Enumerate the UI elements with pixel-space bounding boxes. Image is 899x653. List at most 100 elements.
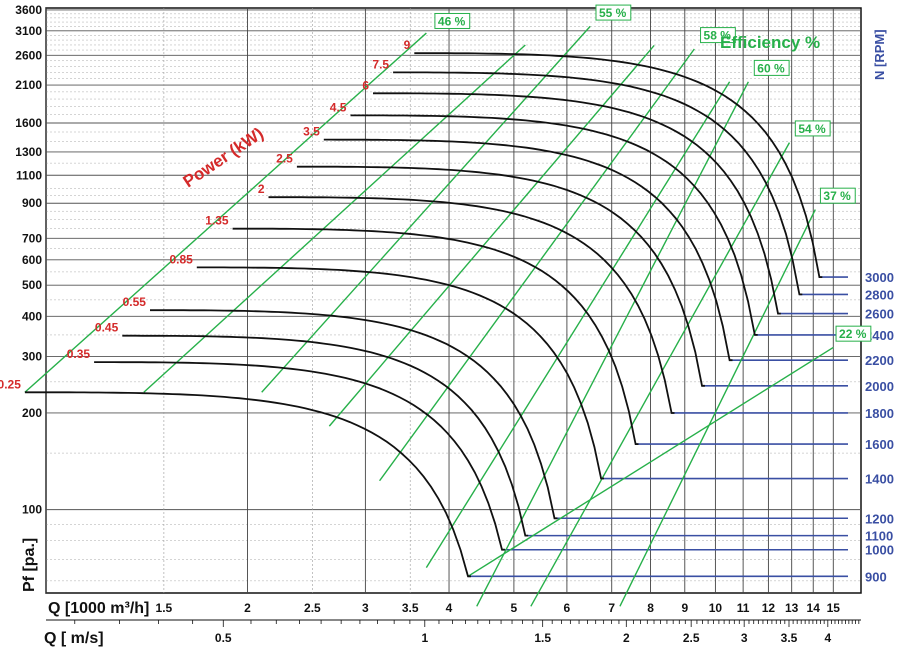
rpm-label: 900: [865, 569, 887, 584]
fan-curve: [393, 71, 803, 296]
x-tick-label: 6: [564, 601, 571, 615]
x-tick-label: 11: [737, 601, 750, 615]
efficiency-lines: [24, 25, 834, 607]
x-tick-label: 1.5: [156, 601, 173, 615]
x-tick-label: 3.5: [402, 601, 419, 615]
x2-tick-label: 3.5: [781, 631, 798, 645]
rpm-label: 1100: [865, 529, 893, 544]
fan-curve: [414, 52, 823, 279]
y-tick-label: 300: [22, 349, 42, 363]
x-tick-label: 8: [647, 601, 654, 615]
efficiency-line: [24, 32, 427, 393]
fan-curve: [350, 114, 758, 336]
rpm-label: 1400: [865, 472, 894, 487]
efficiency-line: [619, 209, 816, 607]
rpm-label: 1600: [865, 437, 894, 452]
y-tick-label: 3100: [15, 24, 42, 38]
power-label: 6: [362, 78, 369, 92]
efficiency-label-box: [753, 59, 790, 76]
power-label: 0.85: [169, 252, 193, 266]
x2-axis-title: Q [ m/s]: [44, 630, 104, 647]
efficiency-label-box: [794, 120, 831, 137]
power-label: 3.5: [303, 125, 320, 139]
chart-labels: 46 % 55 % 58 % 60 % 54 % 37 % 22 % 0.25 0.35 0.45…: [0, 4, 872, 391]
power-label: 0.55: [123, 295, 147, 309]
rpm-label: 1000: [865, 543, 894, 558]
rpm-lines: 9001000110012001400160018002000220024002…: [468, 270, 894, 584]
x2-tick-label: 1.5: [534, 631, 551, 645]
x-tick-label: 2.5: [304, 601, 321, 615]
fan-curve: [373, 92, 781, 315]
efficiency-line: [530, 142, 791, 607]
x-tick-label: 15: [827, 601, 841, 615]
power-label: 4.5: [330, 100, 347, 114]
fan-curve: [24, 391, 471, 578]
efficiency-line: [328, 45, 655, 427]
fan-curve: [323, 138, 733, 362]
efficiency-label: 54 %: [798, 122, 826, 136]
fan-curve: [122, 334, 529, 537]
power-label: 0.45: [95, 321, 119, 335]
fan-curve: [296, 165, 705, 387]
y-axis-title: Pf [pa.]: [21, 538, 38, 592]
rpm-label: 1200: [865, 511, 894, 526]
efficiency-label-box: [819, 187, 856, 204]
y-tick-label: 1300: [15, 145, 42, 159]
efficiency-label: 55 %: [599, 6, 627, 20]
power-label: 9: [404, 38, 411, 52]
y-tick-label: 3600: [15, 3, 42, 17]
x-tick-label: 9: [681, 601, 688, 615]
fan-curve: [268, 196, 675, 414]
axes: 1002003004005006007009001100130016002100…: [15, 3, 861, 645]
fan-curve: [150, 309, 558, 520]
x2-tick-label: 0.5: [215, 631, 232, 645]
x2-tick-label: 3: [741, 631, 748, 645]
fan-curve: [94, 361, 505, 551]
rpm-label: 2200: [865, 353, 894, 368]
x2-tick-label: 1: [421, 631, 428, 645]
efficiency-label-box: [835, 325, 872, 342]
efficiency-line: [467, 346, 834, 577]
x-tick-label: 2: [244, 601, 251, 615]
rpm-label: 2000: [865, 379, 894, 394]
power-label: 0.25: [0, 377, 21, 391]
fan-curve: [196, 266, 604, 480]
efficiency-label: 46 %: [438, 14, 466, 28]
x2-tick-label: 2.5: [683, 631, 700, 645]
x-tick-label: 12: [762, 601, 776, 615]
fan-curve: [232, 227, 639, 446]
efficiency-line: [425, 81, 731, 568]
x-tick-label: 4: [446, 601, 453, 615]
x-tick-label: 7: [608, 601, 615, 615]
y-tick-label: 200: [22, 406, 42, 420]
efficiency-label: 22 %: [839, 327, 867, 341]
efficiency-label-box: [434, 12, 471, 29]
x-tick-label: 13: [785, 601, 799, 615]
y-tick-label: 400: [22, 309, 42, 323]
plot-area: [45, 7, 862, 594]
rpm-label: 1800: [865, 406, 894, 421]
y-tick-label: 1600: [15, 116, 42, 130]
efficiency-line: [379, 48, 695, 482]
efficiency-label-box: [595, 4, 632, 21]
x-tick-label: 3: [362, 601, 369, 615]
y-tick-label: 2100: [15, 78, 42, 92]
rpm-title: N [RPM]: [872, 29, 887, 80]
efficiency-label: 58 %: [704, 29, 732, 43]
y-tick-label: 500: [22, 278, 42, 292]
x-tick-label: 10: [709, 601, 723, 615]
rpm-label: 2600: [865, 307, 894, 322]
y-tick-label: 600: [22, 253, 42, 267]
y-tick-label: 900: [22, 196, 42, 210]
efficiency-label: 60 %: [757, 61, 785, 75]
efficiency-title: Efficiency %: [720, 33, 820, 52]
efficiency-label-box: [700, 27, 736, 44]
power-label: 0.35: [67, 347, 91, 361]
efficiency-line: [143, 44, 526, 393]
performance-curves: [24, 52, 823, 578]
x-tick-label: 14: [807, 601, 821, 615]
efficiency-label: 37 %: [823, 189, 851, 203]
rpm-label: 3000: [865, 270, 894, 285]
y-tick-label: 1100: [16, 168, 42, 182]
y-tick-label: 100: [22, 503, 42, 517]
